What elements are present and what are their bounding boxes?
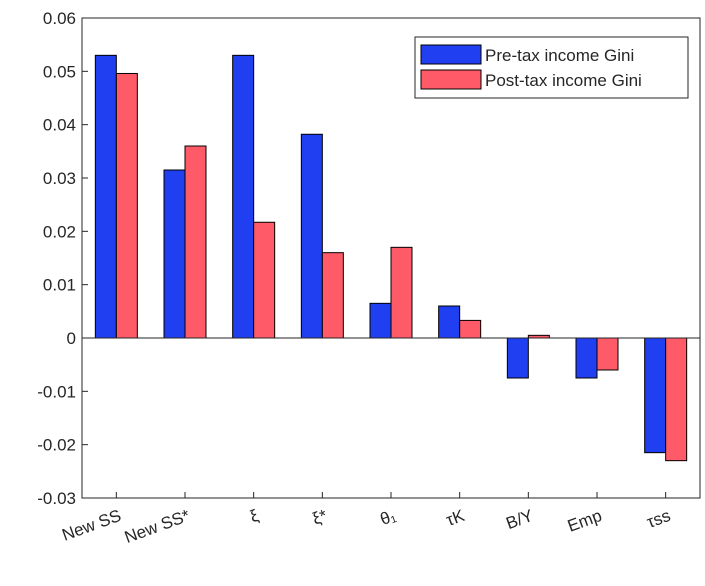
x-tick-label: θ₁ [378, 506, 399, 529]
y-tick-label: -0.01 [37, 382, 76, 401]
bar [506, 337, 529, 379]
legend-swatch [420, 44, 482, 65]
y-tick-label: 0.05 [43, 62, 76, 81]
x-tick-label: τss [644, 506, 673, 532]
plot-frame [81, 17, 701, 499]
legend-label: Pre-tax income Gini [485, 46, 634, 65]
y-tick-label: 0.06 [43, 9, 76, 28]
x-tick-label: New SS* [122, 506, 193, 547]
legend-swatch [420, 69, 482, 90]
bar [232, 54, 255, 339]
x-tick-label: B/Y [503, 506, 535, 533]
bar [184, 145, 207, 339]
legend-label: Post-tax income Gini [485, 71, 642, 90]
x-tick-label: New SS [59, 506, 123, 545]
y-tick-label: -0.02 [37, 436, 76, 455]
x-tick-label: τK [444, 506, 468, 530]
y-tick-label: 0 [67, 329, 76, 348]
x-tick-label: ξ* [310, 506, 330, 529]
y-tick-label: 0.02 [43, 222, 76, 241]
y-tick-label: 0.04 [43, 116, 76, 135]
bar [115, 72, 138, 339]
bar [390, 246, 413, 339]
y-tick-label: 0.01 [43, 276, 76, 295]
bar [644, 337, 667, 454]
bar [321, 252, 344, 339]
x-tick-label: Emp [565, 506, 604, 536]
bar [665, 337, 688, 462]
bar [300, 133, 323, 339]
bar [459, 319, 482, 339]
y-tick-label: 0.03 [43, 169, 76, 188]
bar [369, 302, 392, 339]
bar [163, 169, 186, 339]
bar [596, 337, 619, 371]
x-tick-label: ξ [247, 506, 261, 527]
bar [94, 54, 117, 339]
bar [438, 305, 461, 339]
y-tick-label: -0.03 [37, 489, 76, 508]
bar [253, 221, 276, 339]
bar [575, 337, 598, 379]
